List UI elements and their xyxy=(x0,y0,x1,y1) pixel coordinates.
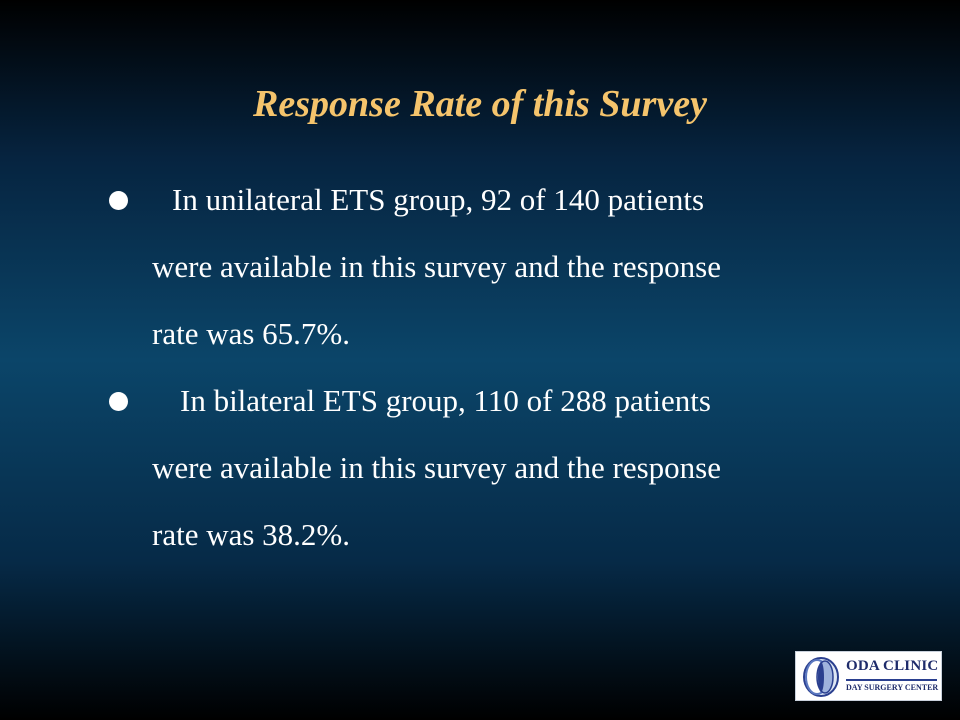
slide-title: Response Rate of this Survey xyxy=(253,83,707,125)
bullet-line: were available in this survey and the re… xyxy=(152,249,722,284)
bullet-bilateral: In bilateral ETS group, 110 of 288 patie… xyxy=(0,367,852,568)
bullet-line: In bilateral ETS group, 110 of 288 patie… xyxy=(180,383,711,418)
bullet-dot-icon xyxy=(109,392,128,411)
clinic-name: ODA CLINIC xyxy=(846,658,939,674)
logo-divider xyxy=(846,679,937,681)
bullet-line: rate was 65.7%. xyxy=(152,316,350,351)
clinic-emblem-icon xyxy=(803,657,839,697)
bullet-line: rate was 38.2%. xyxy=(152,517,350,552)
clinic-subtitle: DAY SURGERY CENTER xyxy=(846,683,939,692)
bullet-unilateral: In unilateral ETS group, 92 of 140 patie… xyxy=(0,166,852,367)
bullet-line: In unilateral ETS group, 92 of 140 patie… xyxy=(172,182,705,217)
bullet-line: were available in this survey and the re… xyxy=(152,450,722,485)
oda-clinic-logo: ODA CLINIC DAY SURGERY CENTER xyxy=(795,651,942,701)
bullet-list: In unilateral ETS group, 92 of 140 patie… xyxy=(0,166,960,568)
bullet-dot-icon xyxy=(109,191,128,210)
